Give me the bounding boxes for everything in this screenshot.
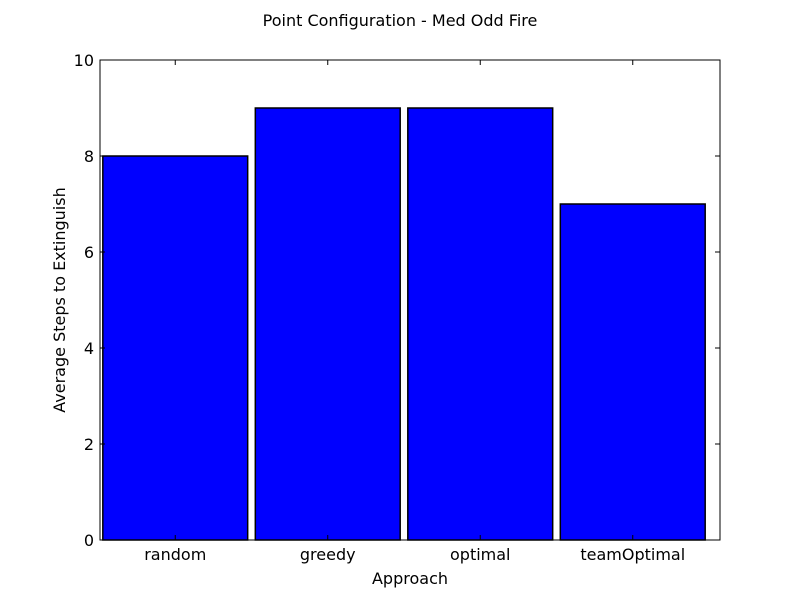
bar-teamOptimal xyxy=(559,203,706,541)
x-tick-label-teamOptimal: teamOptimal xyxy=(580,545,685,564)
bar-optimal xyxy=(407,107,554,541)
bars-group xyxy=(102,107,706,541)
y-axis-label: Average Steps to Extinguish xyxy=(50,187,69,412)
y-tick-label-4: 4 xyxy=(84,339,94,358)
bar-greedy xyxy=(254,107,401,541)
y-tick-label-0: 0 xyxy=(84,531,94,550)
y-tick-label-6: 6 xyxy=(84,243,94,262)
bar-random xyxy=(102,155,249,541)
x-tick-label-random: random xyxy=(144,545,206,564)
ticks-group: random greedy optimal teamOptimal 0 2 4 6 8 10 xyxy=(74,51,720,564)
x-tick-label-optimal: optimal xyxy=(450,545,511,564)
plot-area-frame xyxy=(99,59,721,541)
y-tick-label-2: 2 xyxy=(84,435,94,454)
y-tick-label-10: 10 xyxy=(74,51,94,70)
y-tick-label-8: 8 xyxy=(84,147,94,166)
x-axis-label: Approach xyxy=(372,569,448,588)
x-tick-label-greedy: greedy xyxy=(300,545,356,564)
chart-title: Point Configuration - Med Odd Fire xyxy=(263,11,538,30)
